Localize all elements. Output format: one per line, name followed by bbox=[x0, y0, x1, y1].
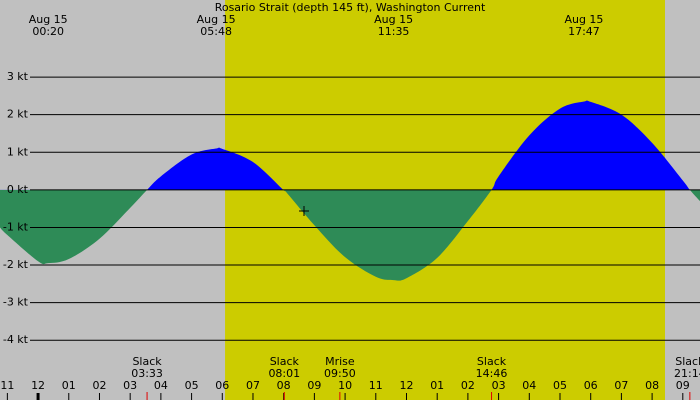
event-time: 14:46 bbox=[476, 367, 508, 380]
event-label: Slack bbox=[270, 355, 300, 368]
top-date: Aug 15 bbox=[564, 13, 603, 26]
x-tick-label: 08 bbox=[645, 379, 659, 392]
x-tick-label: 06 bbox=[584, 379, 598, 392]
top-time: 11:35 bbox=[378, 25, 410, 38]
x-tick-label: 03 bbox=[492, 379, 506, 392]
x-tick-label: 09 bbox=[676, 379, 690, 392]
x-tick-label: 11 bbox=[369, 379, 383, 392]
event-time: 09:50 bbox=[324, 367, 356, 380]
event-time: 03:33 bbox=[131, 367, 163, 380]
flood-area bbox=[147, 100, 690, 190]
x-tick-label: 02 bbox=[92, 379, 106, 392]
x-tick-label: 11 bbox=[0, 379, 14, 392]
x-tick-label: 02 bbox=[461, 379, 475, 392]
event-time: 08:01 bbox=[268, 367, 300, 380]
event-label: Slack bbox=[477, 355, 507, 368]
y-tick-label: -2 kt bbox=[3, 258, 29, 271]
x-tick-label: 04 bbox=[522, 379, 536, 392]
event-label: Slack bbox=[132, 355, 162, 368]
top-time: 17:47 bbox=[568, 25, 600, 38]
y-tick-label: -4 kt bbox=[3, 333, 29, 346]
x-tick-label: 12 bbox=[399, 379, 413, 392]
top-date: Aug 15 bbox=[29, 13, 68, 26]
top-time: 00:20 bbox=[32, 25, 64, 38]
top-time: 05:48 bbox=[200, 25, 232, 38]
x-tick-label: 04 bbox=[154, 379, 168, 392]
top-date: Aug 15 bbox=[197, 13, 236, 26]
y-tick-label: -3 kt bbox=[3, 296, 29, 309]
ebb-area bbox=[0, 189, 700, 281]
area-layer bbox=[0, 100, 700, 281]
y-tick-label: 1 kt bbox=[7, 145, 29, 158]
text-layer: 3 kt 2 kt 1 kt 0 kt -1 kt -2 kt -3 kt -4 kt 11 12… bbox=[0, 13, 700, 400]
x-tick-label: 07 bbox=[614, 379, 628, 392]
y-tick-label: 2 kt bbox=[7, 108, 29, 121]
event-label: Mrise bbox=[325, 355, 355, 368]
top-date: Aug 15 bbox=[374, 13, 413, 26]
y-tick-label: 0 kt bbox=[7, 183, 29, 196]
grid-layer bbox=[30, 76, 700, 341]
x-tick-label: 01 bbox=[430, 379, 444, 392]
chart-title: Rosario Strait (depth 145 ft), Washingto… bbox=[215, 1, 486, 14]
x-tick-label: 12 bbox=[31, 379, 45, 392]
cursor bbox=[299, 206, 309, 216]
x-tick-label: 08 bbox=[277, 379, 291, 392]
x-tick-label: 01 bbox=[62, 379, 76, 392]
x-tick-label: 05 bbox=[185, 379, 199, 392]
x-tick-label: 10 bbox=[338, 379, 352, 392]
y-tick-label: -1 kt bbox=[3, 220, 29, 233]
x-tick-label: 05 bbox=[553, 379, 567, 392]
x-tick-label: 09 bbox=[307, 379, 321, 392]
event-label: Slack bbox=[675, 355, 700, 368]
y-tick-label: 3 kt bbox=[7, 70, 29, 83]
event-time: 21:14 bbox=[674, 367, 700, 380]
x-tick-label: 07 bbox=[246, 379, 260, 392]
x-tick-label: 03 bbox=[123, 379, 137, 392]
x-tick-label: 06 bbox=[215, 379, 229, 392]
